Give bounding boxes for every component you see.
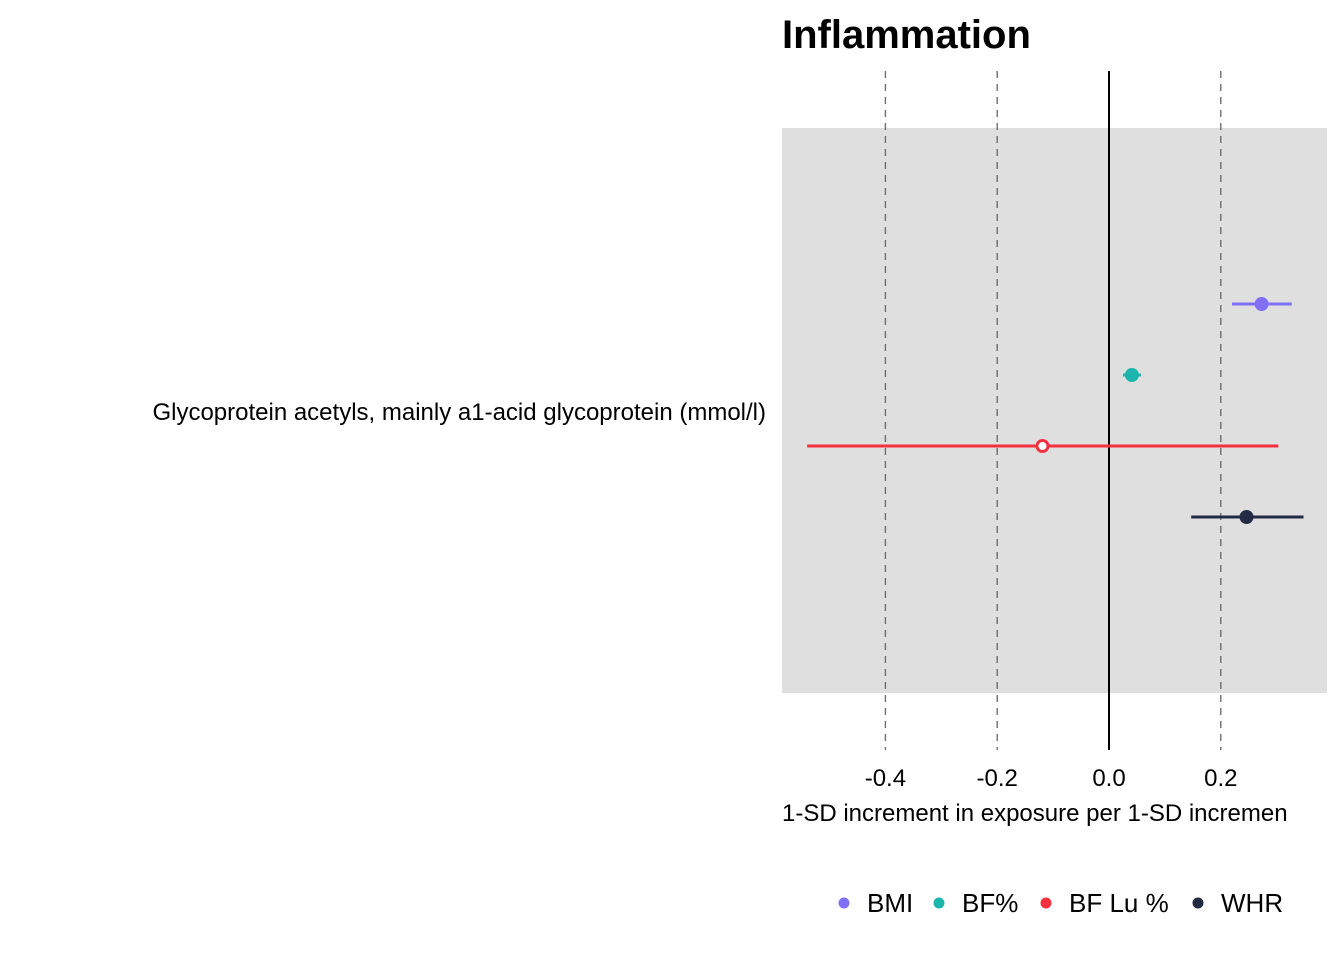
legend-label: BF% bbox=[962, 888, 1018, 918]
x-tick-label: 0.0 bbox=[1092, 765, 1125, 792]
estimate-marks bbox=[807, 297, 1304, 524]
legend-label: BMI bbox=[867, 888, 913, 918]
legend-label: WHR bbox=[1221, 888, 1283, 918]
point-estimate-whr bbox=[1239, 510, 1254, 524]
legend-key-bf- bbox=[933, 897, 945, 909]
x-axis-ticks: -0.4 -0.2 0.0 0.2 bbox=[865, 765, 1238, 792]
plot-panel-background bbox=[782, 128, 1327, 693]
x-tick-label: -0.2 bbox=[977, 765, 1018, 792]
legend-key-bmi bbox=[838, 897, 850, 909]
chart-title: Inflammation bbox=[782, 13, 1031, 57]
point-estimate-bf-lu- bbox=[1035, 439, 1050, 453]
legend-label: BF Lu % bbox=[1069, 888, 1169, 918]
legend: BMI BF% BF Lu % WHR bbox=[838, 888, 1283, 918]
x-tick-label: 0.2 bbox=[1204, 765, 1237, 792]
point-estimate-bmi bbox=[1254, 297, 1269, 311]
row-label: Glycoprotein acetyls, mainly a1-acid gly… bbox=[152, 399, 766, 426]
row-labels: Glycoprotein acetyls, mainly a1-acid gly… bbox=[152, 399, 766, 426]
point-estimate-bf- bbox=[1124, 368, 1139, 382]
x-axis-label: 1-SD increment in exposure per 1-SD incr… bbox=[782, 800, 1288, 827]
legend-key-whr bbox=[1192, 897, 1204, 909]
x-tick-label: -0.4 bbox=[865, 765, 906, 792]
legend-key-bf-lu- bbox=[1040, 897, 1052, 909]
gridlines bbox=[884, 71, 1222, 750]
